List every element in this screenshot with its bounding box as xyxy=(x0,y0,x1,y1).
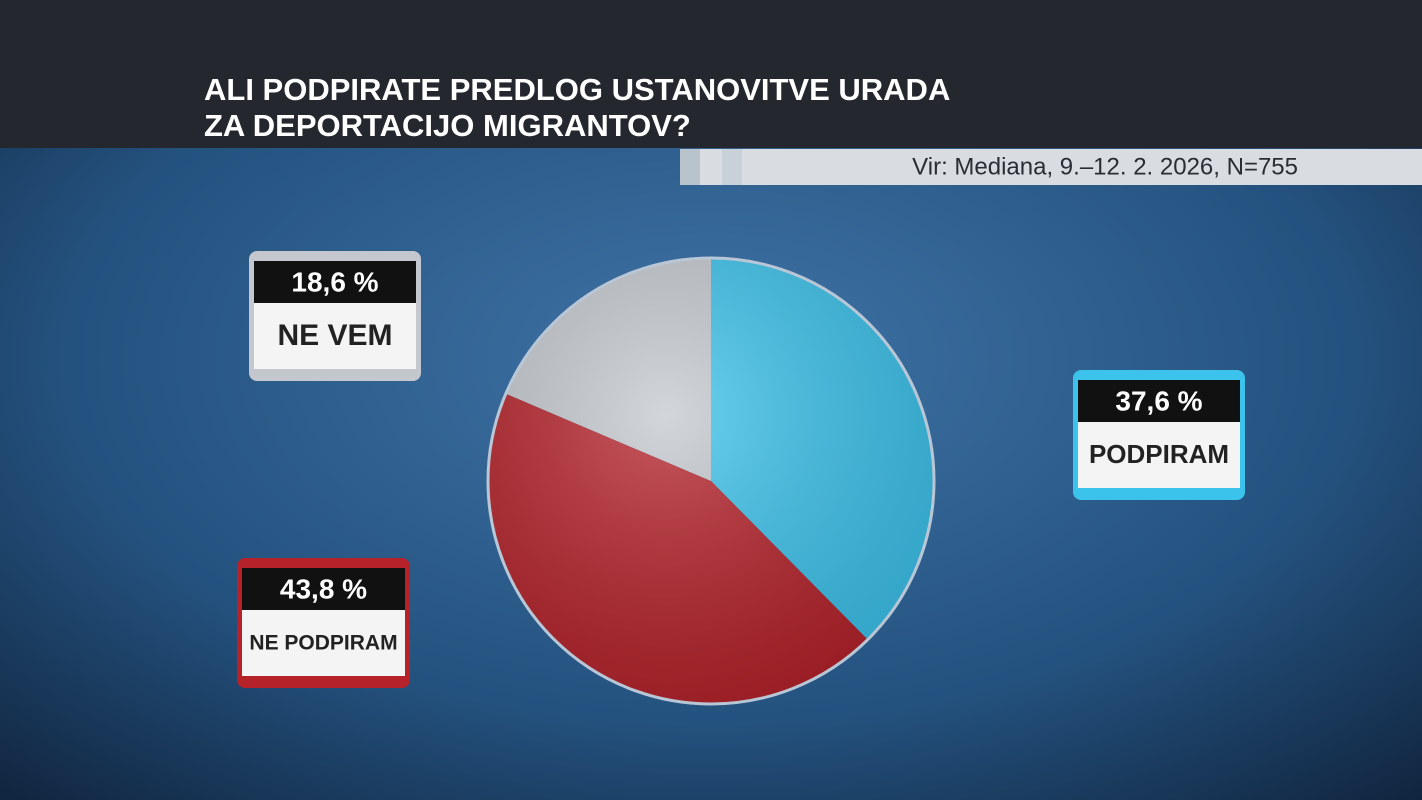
category-label: NE VEM xyxy=(277,319,392,352)
source-bar-accent xyxy=(722,149,742,185)
pie xyxy=(487,258,935,705)
label-value-bg xyxy=(1078,380,1240,422)
source: Vir: Mediana, 9.–12. 2. 2026, N=755 xyxy=(912,153,1298,180)
label-value-bg xyxy=(242,568,405,610)
data-label: 37,6 % PODPIRAM xyxy=(1073,370,1245,500)
labels: 37,6 % PODPIRAM 43,8 % NE PODPIRAM 18,6 % NE … xyxy=(237,251,1245,688)
source-bar xyxy=(680,149,1422,185)
category-label: NE PODPIRAM xyxy=(249,632,397,655)
chart-title: ALI PODPIRATE PREDLOG USTANOVITVE URADA xyxy=(204,72,950,107)
label-value-bg xyxy=(254,261,416,303)
label-name-bg xyxy=(1078,422,1240,488)
value-label: 37,6 % xyxy=(1115,385,1202,416)
data-label: 43,8 % NE PODPIRAM xyxy=(237,558,410,688)
value-label: 18,6 % xyxy=(291,266,378,297)
header-band xyxy=(0,0,1422,148)
label-name-bg xyxy=(254,303,416,369)
category-label: PODPIRAM xyxy=(1089,439,1229,469)
data-label: 18,6 % NE VEM xyxy=(249,251,421,381)
chart-title: ZA DEPORTACIJO MIGRANTOV? xyxy=(204,108,691,143)
source-bar-accent xyxy=(680,149,700,185)
value-label: 43,8 % xyxy=(280,573,367,604)
label-name-bg xyxy=(242,610,405,676)
